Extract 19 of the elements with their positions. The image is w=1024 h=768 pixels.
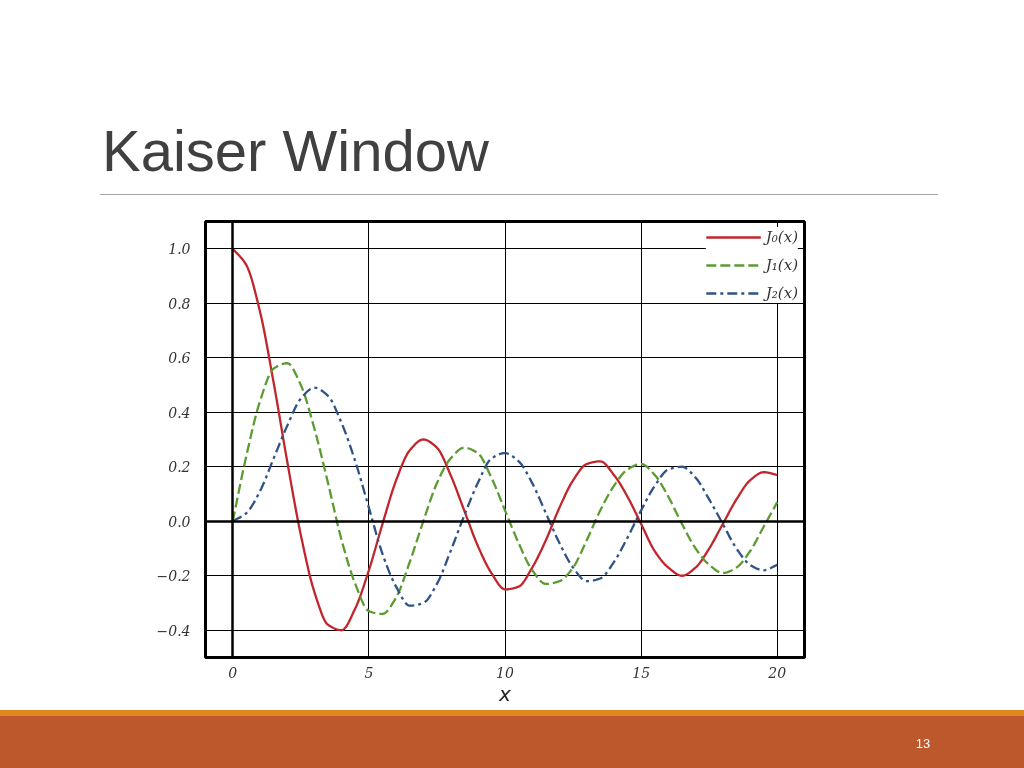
y-tick-label: 0.6 (168, 350, 191, 367)
legend-label: J₀(x) (765, 227, 798, 247)
chart-title: Kaiser Window (102, 118, 489, 183)
x-axis-title: x (498, 681, 512, 706)
x-tick-label: 5 (364, 664, 374, 681)
y-tick-label: −0.2 (156, 568, 191, 585)
y-tick-label: 0.4 (168, 404, 191, 421)
x-tick-label: 10 (496, 664, 514, 681)
x-tick-label: 0 (228, 664, 238, 681)
legend-label: J₂(x) (765, 283, 798, 303)
y-tick-label: 0.8 (168, 295, 191, 312)
x-tick-label: 20 (767, 664, 787, 681)
legend-label: J₁(x) (765, 255, 798, 275)
y-tick-label: −0.4 (156, 622, 191, 639)
y-tick-label: 0.2 (168, 459, 191, 476)
y-tick-label: 0.0 (168, 513, 191, 530)
y-tick-label: 1.0 (168, 241, 191, 258)
text: 13 (914, 736, 932, 751)
x-tick-label: 15 (632, 664, 651, 681)
